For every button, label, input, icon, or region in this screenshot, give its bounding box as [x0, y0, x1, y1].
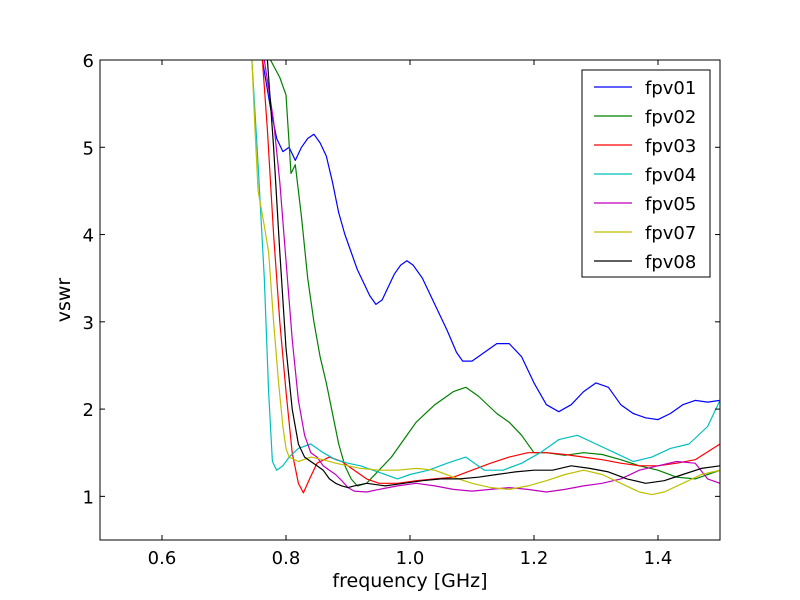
series-line-fpv07: [251, 60, 720, 496]
y-axis-label: vswr: [53, 278, 75, 323]
x-tick-label: 1.2: [520, 548, 549, 569]
legend-label-fpv05: fpv05: [645, 194, 696, 215]
x-tick-label: 0.8: [272, 548, 301, 569]
legend-label-fpv08: fpv08: [645, 252, 696, 273]
legend-label-fpv03: fpv03: [645, 136, 696, 157]
plot-frame: [99, 59, 721, 541]
x-tick-label: 1.0: [396, 548, 425, 569]
y-tick-label: 1: [83, 487, 94, 508]
series-line-fpv03: [261, 60, 720, 494]
series-line-fpv02: [269, 60, 720, 487]
series-line-fpv04: [251, 60, 720, 480]
tick-layer: 0.6 0.8 1.0 1.2 1.4 1 2 3 4 5 6: [83, 51, 720, 569]
y-tick-label: 4: [83, 226, 94, 247]
legend-label-fpv04: fpv04: [645, 165, 696, 186]
y-tick-label: 5: [83, 138, 94, 159]
legend-label-fpv07: fpv07: [645, 223, 696, 244]
y-tick-label: 2: [83, 400, 94, 421]
legend-label-fpv01: fpv01: [645, 78, 696, 99]
x-tick-label: 1.4: [644, 548, 673, 569]
legend-label-fpv02: fpv02: [645, 107, 696, 128]
legend: fpv01 fpv02 fpv03 fpv04 fpv05 fpv07 fpv08: [581, 69, 711, 278]
y-tick-label: 3: [83, 313, 94, 334]
series-line-fpv01: [261, 60, 720, 421]
series-layer: [251, 60, 720, 496]
series-line-fpv08: [266, 60, 720, 489]
x-axis-label: frequency [GHz]: [332, 570, 487, 592]
x-tick-label: 0.6: [148, 548, 177, 569]
y-tick-label: 6: [83, 51, 94, 72]
